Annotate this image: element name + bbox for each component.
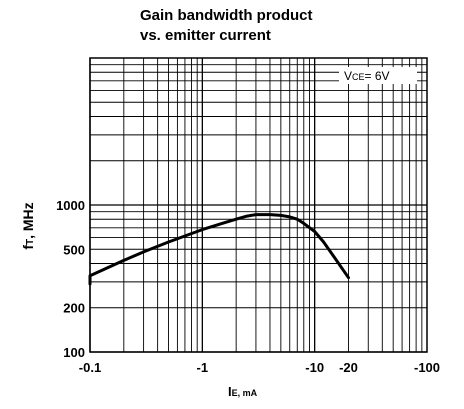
grid [89,58,427,353]
vce-annotation: VCE= 6V [339,67,417,84]
annotation-background [339,67,417,84]
x-tick-label: -0.1 [79,360,101,375]
series-line [88,213,350,286]
y-tick-label: 500 [63,242,85,257]
x-tick-label: -10 [305,360,324,375]
x-axis-label: IE, mA [228,384,257,399]
chart-title-line-1: Gain bandwidth product [140,7,313,24]
chart-title-line-2: vs. emitter current [140,27,271,44]
annotation-text: VCE= 6V [344,69,390,83]
y-tick-label: 1000 [56,198,85,213]
x-axis-label-main: I [228,384,232,399]
chart-title: Gain bandwidth product vs. emitter curre… [140,6,313,46]
x-tick-label: -100 [414,360,440,375]
y-tick-labels: 100 200 500 1000 [56,198,85,360]
x-tick-labels: -0.1 -1 -10 -20 -100 [79,360,440,375]
y-tick-label: 100 [63,345,85,360]
x-tick-label: -20 [339,360,358,375]
x-tick-label: -1 [197,360,209,375]
y-tick-label: 200 [63,301,85,316]
plot-frame [89,57,428,353]
x-axis-label-sub: E, mA [231,388,258,398]
